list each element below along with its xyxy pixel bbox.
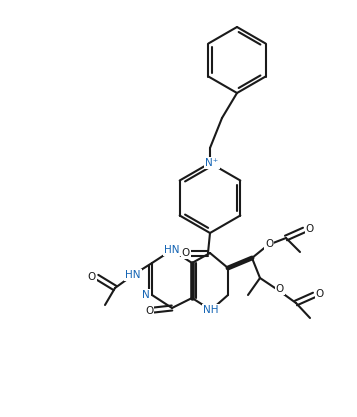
Text: O: O [88, 272, 96, 282]
Text: O: O [276, 284, 284, 294]
Text: N⁺: N⁺ [205, 158, 218, 168]
Text: N: N [142, 290, 150, 300]
Text: O: O [145, 306, 153, 316]
Text: O: O [265, 239, 273, 249]
Text: NH: NH [203, 305, 219, 315]
Text: O: O [306, 224, 314, 234]
Text: HN: HN [164, 245, 180, 255]
Text: HN: HN [125, 270, 141, 280]
Text: O: O [182, 248, 190, 258]
Text: O: O [316, 289, 324, 299]
